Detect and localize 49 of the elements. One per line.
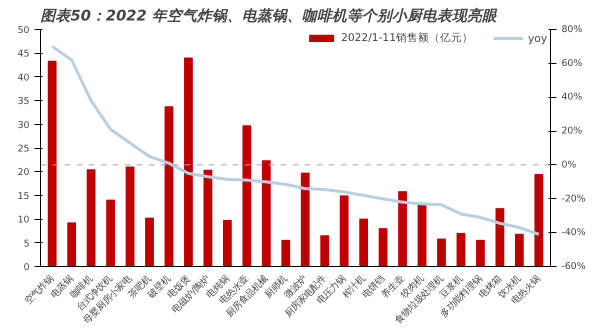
y-tick-label: 40: [18, 72, 30, 84]
bar: [300, 172, 310, 266]
y-tick-label: 15: [18, 190, 30, 202]
line-series: [50, 44, 540, 236]
bar: [398, 191, 407, 266]
bar: [145, 218, 154, 266]
bar: [456, 232, 466, 266]
bar: [340, 195, 349, 266]
bar: [106, 200, 115, 266]
y2-tick-label: 20%: [562, 126, 582, 137]
y2-tick-label: 80%: [562, 24, 582, 35]
bar: [222, 220, 232, 266]
bar: [495, 208, 504, 266]
y-tick-label: 45: [18, 48, 30, 60]
bar: [418, 204, 426, 266]
y-tick-label: 25: [18, 144, 30, 154]
y-tick-label: 35: [18, 96, 30, 108]
bar: [262, 160, 271, 266]
y-tick-label: 30: [18, 120, 30, 131]
bar: [476, 240, 485, 266]
y2-tick-label: -40%: [562, 227, 586, 238]
bar: [184, 57, 193, 266]
y-tick-label: 50: [18, 25, 30, 36]
bar: [48, 60, 57, 266]
y2-tick-label: -60%: [562, 261, 586, 272]
bar: [320, 235, 330, 266]
y2-tick-label: -20%: [562, 193, 586, 204]
y-tick-label: 10: [18, 214, 30, 226]
bar: [164, 106, 174, 266]
bar: [67, 222, 76, 266]
bar: [204, 170, 212, 266]
y2-tick-label: 0%: [562, 159, 576, 170]
bar: [281, 240, 290, 266]
bar: [359, 218, 368, 266]
bar: [534, 174, 544, 266]
chart-title: 图表50：2022 年空气炸锅、电蒸锅、咖啡机等个别小厨电表现亮眼: [40, 8, 498, 24]
y-tick-label: 0: [24, 262, 30, 273]
bar: [437, 238, 446, 266]
y2-tick-label: 40%: [562, 92, 582, 103]
legend-label: 2022/1-11销售额（亿元）: [341, 31, 473, 45]
y-tick-label: 5: [24, 238, 30, 250]
y-tick-label: 20: [18, 167, 30, 178]
bar: [378, 228, 388, 266]
bar: [242, 125, 252, 266]
bar: [126, 166, 134, 266]
legend-label: yoy: [528, 32, 548, 44]
bar: [514, 234, 524, 266]
y2-tick-label: 60%: [562, 58, 582, 69]
bar: [86, 169, 96, 266]
